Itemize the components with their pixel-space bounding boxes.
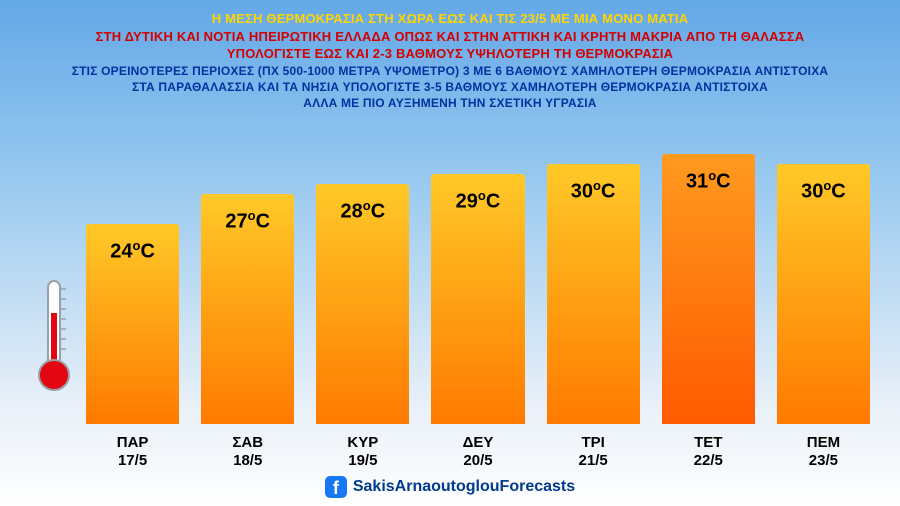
bar-column: 30oC ΠΕΜ23/5 — [777, 164, 870, 470]
bar-axis-label: ΤΕΤ22/5 — [694, 434, 723, 470]
bar-axis-label: ΣΑΒ18/5 — [232, 434, 263, 470]
bar-value-label: 31oC — [686, 168, 731, 194]
bar-column: 28oC ΚΥΡ19/5 — [316, 184, 409, 470]
temperature-bar: 27oC — [201, 194, 294, 424]
axis-date: 22/5 — [694, 452, 723, 470]
axis-day: ΚΥΡ — [347, 434, 378, 452]
axis-date: 21/5 — [579, 452, 608, 470]
weather-infographic: Η ΜΕΣΗ ΘΕΡΜΟΚΡΑΣΙΑ ΣΤΗ ΧΩΡΑ ΕΩΣ ΚΑΙ ΤΙΣ … — [0, 0, 900, 506]
axis-date: 19/5 — [347, 452, 378, 470]
bar-column: 31oC ΤΕΤ22/5 — [662, 154, 755, 470]
bar-axis-label: ΚΥΡ19/5 — [347, 434, 378, 470]
temperature-bar-chart: 24oC ΠΑΡ17/5 27oC ΣΑΒ18/5 28oC ΚΥΡ19/5 29oC ΔΕΥ… — [16, 115, 884, 470]
facebook-icon — [325, 476, 347, 498]
bar-column: 24oC ΠΑΡ17/5 — [86, 224, 179, 470]
bar-value-label: 30oC — [801, 178, 846, 204]
axis-date: 23/5 — [807, 452, 840, 470]
axis-day: ΔΕΥ — [463, 434, 494, 452]
temperature-bar: 31oC — [662, 154, 755, 424]
bar-axis-label: ΔΕΥ20/5 — [463, 434, 494, 470]
bar-value-label: 29oC — [456, 188, 501, 214]
thermometer-icon — [32, 275, 76, 400]
axis-day: ΤΡΙ — [579, 434, 608, 452]
axis-day: ΠΑΡ — [117, 434, 149, 452]
bar-value-label: 27oC — [225, 208, 270, 234]
bar-axis-label: ΠΕΜ23/5 — [807, 434, 840, 470]
axis-date: 20/5 — [463, 452, 494, 470]
axis-day: ΤΕΤ — [694, 434, 723, 452]
bar-value-label: 28oC — [341, 198, 386, 224]
bar-value-label: 30oC — [571, 178, 616, 204]
axis-day: ΣΑΒ — [232, 434, 263, 452]
temperature-bar: 24oC — [86, 224, 179, 424]
header-line-5: ΑΛΛΑ ΜΕ ΠΙΟ ΑΥΞΗΜΕΝΗ ΤΗΝ ΣΧΕΤΙΚΗ ΥΓΡΑΣΙΑ — [16, 95, 884, 111]
bar-axis-label: ΤΡΙ21/5 — [579, 434, 608, 470]
temperature-bar: 28oC — [316, 184, 409, 424]
header-line-0: Η ΜΕΣΗ ΘΕΡΜΟΚΡΑΣΙΑ ΣΤΗ ΧΩΡΑ ΕΩΣ ΚΑΙ ΤΙΣ … — [16, 10, 884, 28]
header-text-block: Η ΜΕΣΗ ΘΕΡΜΟΚΡΑΣΙΑ ΣΤΗ ΧΩΡΑ ΕΩΣ ΚΑΙ ΤΙΣ … — [16, 10, 884, 111]
bar-column: 30oC ΤΡΙ21/5 — [547, 164, 640, 470]
axis-day: ΠΕΜ — [807, 434, 840, 452]
bar-column: 29oC ΔΕΥ20/5 — [431, 174, 524, 470]
header-line-4: ΣΤΑ ΠΑΡΑΘΑΛΑΣΣΙΑ ΚΑΙ ΤΑ ΝΗΣΙΑ ΥΠΟΛΟΓΙΣΤΕ… — [16, 79, 884, 95]
temperature-bar: 30oC — [547, 164, 640, 424]
header-line-2: ΥΠΟΛΟΓΙΣΤΕ ΕΩΣ ΚΑΙ 2-3 ΒΑΘΜΟΥΣ ΥΨΗΛΟΤΕΡΗ… — [16, 45, 884, 63]
bars-container: 24oC ΠΑΡ17/5 27oC ΣΑΒ18/5 28oC ΚΥΡ19/5 29oC ΔΕΥ… — [86, 115, 870, 470]
axis-date: 18/5 — [232, 452, 263, 470]
axis-date: 17/5 — [117, 452, 149, 470]
facebook-handle: SakisArnaoutoglouForecasts — [353, 478, 575, 496]
header-line-1: ΣΤΗ ΔΥΤΙΚΗ ΚΑΙ ΝΟΤΙΑ ΗΠΕΙΡΩΤΙΚΗ ΕΛΛΑΔΑ Ο… — [16, 28, 884, 46]
bar-column: 27oC ΣΑΒ18/5 — [201, 194, 294, 470]
header-line-3: ΣΤΙΣ ΟΡΕΙΝΟΤΕΡΕΣ ΠΕΡΙΟΧΕΣ (ΠΧ 500-1000 Μ… — [16, 63, 884, 79]
bar-value-label: 24oC — [110, 238, 155, 264]
bar-axis-label: ΠΑΡ17/5 — [117, 434, 149, 470]
temperature-bar: 30oC — [777, 164, 870, 424]
footer-credit: SakisArnaoutoglouForecasts — [16, 470, 884, 498]
temperature-bar: 29oC — [431, 174, 524, 424]
